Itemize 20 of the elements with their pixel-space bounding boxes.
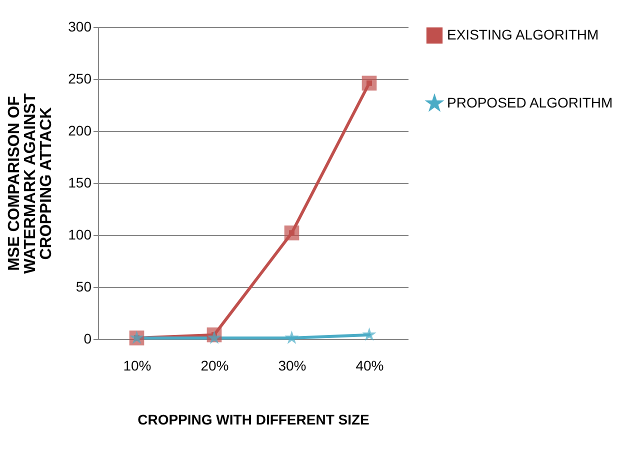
point — [284, 226, 300, 240]
legend-label: PROPOSED ALGORITHM — [447, 94, 613, 110]
point — [362, 327, 376, 341]
point — [207, 330, 222, 344]
legend-label: EXISTING ALGORITHM — [447, 26, 599, 42]
x-tick-label: 20% — [200, 358, 229, 374]
x-tick-label: 40% — [356, 358, 384, 374]
y-tick-label: 150 — [68, 174, 92, 190]
y-tick-label: 0 — [84, 330, 92, 346]
y-tick-label: 100 — [68, 226, 92, 242]
y-tick-label: 50 — [76, 278, 92, 294]
y-tick-label: 300 — [68, 18, 92, 34]
x-axis-title: CROPPING WITH DIFFERENT SIZE — [138, 412, 370, 428]
y-axis-title: MSE COMPARISON OF WATERMARK AGAINST CROPPING ATTACK — [6, 93, 56, 274]
x-tick-label: 30% — [278, 358, 306, 374]
point — [284, 330, 299, 344]
x-tick-label: 10% — [123, 358, 152, 374]
point — [362, 76, 377, 91]
y-tick-label: 200 — [68, 122, 92, 138]
y-tick-label: 250 — [68, 70, 92, 86]
